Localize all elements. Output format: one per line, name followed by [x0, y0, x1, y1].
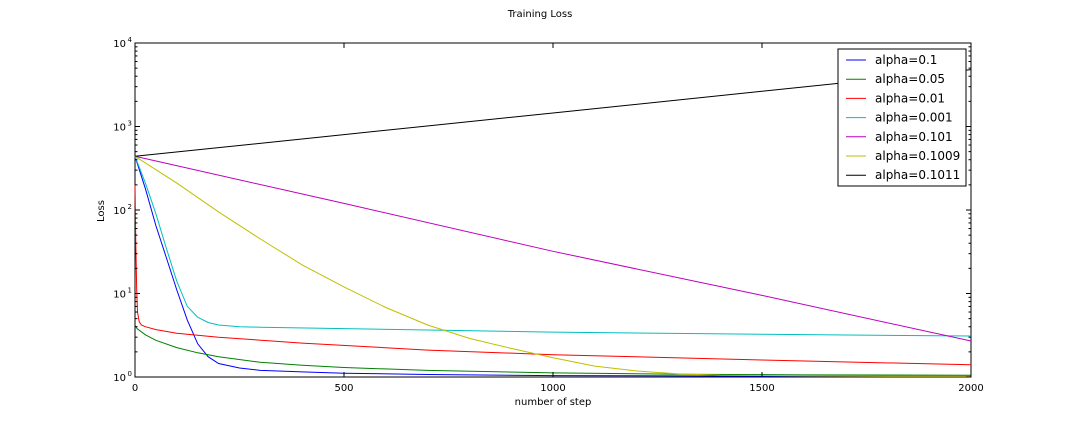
- series-line-5: [134, 155, 971, 377]
- y-tick-label: 10: [113, 123, 126, 134]
- chart-title: Training Loss: [507, 9, 573, 20]
- y-tick-label: 10: [113, 290, 126, 301]
- legend-label: alpha=0.101: [875, 130, 953, 144]
- x-tick-label: 1500: [749, 383, 774, 394]
- series-layer: [134, 69, 972, 377]
- series-line-3: [134, 156, 972, 337]
- legend-label: alpha=0.1011: [875, 168, 960, 182]
- series-line-6: [134, 69, 972, 157]
- y-tick-label: 10: [113, 39, 126, 50]
- x-tick-label: 2000: [958, 383, 983, 394]
- x-tick-label: 0: [132, 383, 138, 394]
- y-tick-label-exponent: 0: [128, 370, 132, 378]
- y-tick-label-exponent: 4: [128, 36, 133, 44]
- y-tick-label-exponent: 1: [128, 287, 132, 295]
- legend-label: alpha=0.1: [875, 53, 937, 67]
- legend-label: alpha=0.05: [875, 72, 945, 86]
- legend-label: alpha=0.01: [875, 91, 945, 105]
- legend-label: alpha=0.001: [875, 111, 953, 125]
- y-tick-label: 10: [113, 206, 126, 217]
- x-tick-label: 500: [334, 383, 353, 394]
- series-line-0: [134, 156, 971, 377]
- legend: alpha=0.1 alpha=0.05 alpha=0.01 alpha=0.001…: [837, 48, 967, 187]
- x-axis-ticks: 0 500 1000 1500 2000: [132, 43, 984, 394]
- y-tick-label: 10: [113, 373, 126, 384]
- x-tick-label: 1000: [540, 383, 565, 394]
- legend-label: alpha=0.1009: [875, 149, 960, 163]
- y-tick-label-exponent: 2: [128, 203, 132, 211]
- y-tick-label-exponent: 3: [128, 120, 132, 128]
- y-axis-label: Loss: [96, 200, 107, 222]
- x-axis-label: number of step: [515, 397, 592, 408]
- plot-area: [134, 42, 972, 378]
- series-line-4: [134, 155, 972, 342]
- series-line-1: [134, 324, 972, 376]
